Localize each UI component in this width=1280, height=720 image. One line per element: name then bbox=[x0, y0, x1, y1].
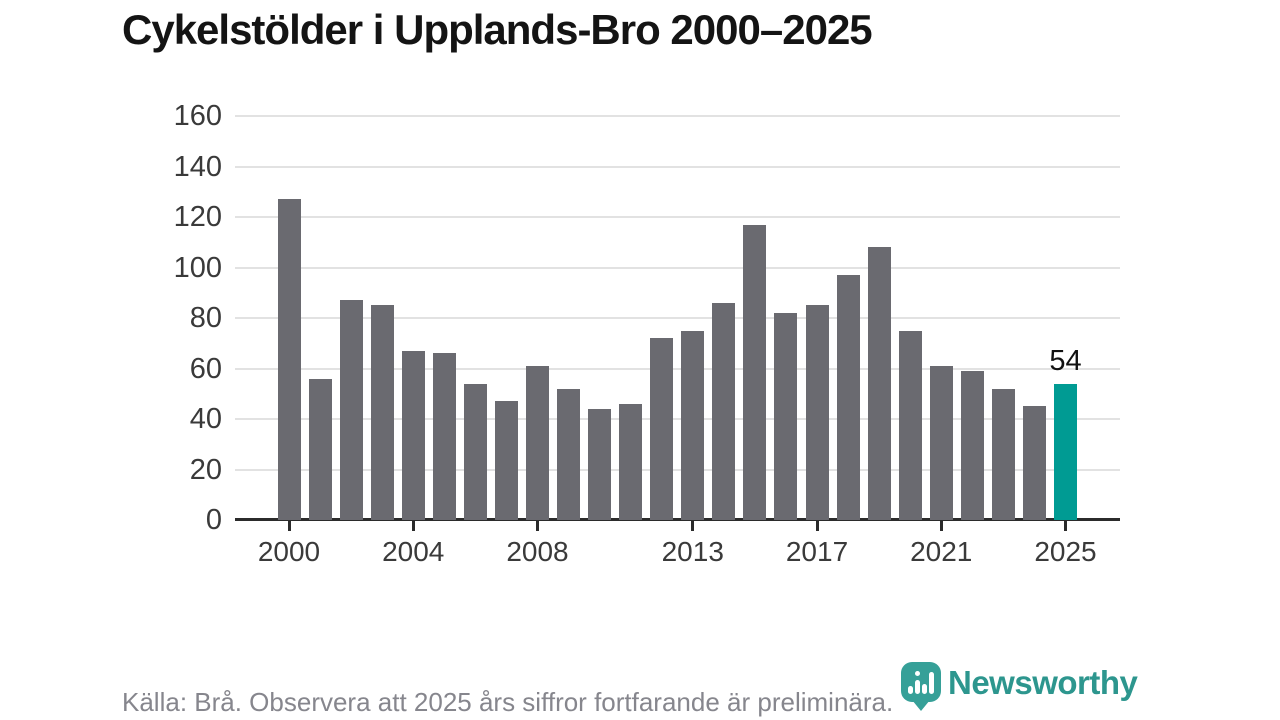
x-axis-tick-label-2013: 2013 bbox=[661, 536, 724, 567]
y-axis-tick-label: 40 bbox=[189, 403, 222, 435]
logo-bar-icon bbox=[929, 672, 934, 694]
x-axis-tick-label-2025: 2025 bbox=[1034, 536, 1097, 567]
logo-bar-icon bbox=[908, 686, 913, 694]
bar-2011 bbox=[619, 403, 643, 520]
logo-dot-icon bbox=[915, 671, 920, 676]
x-axis-tick-2025 bbox=[1064, 521, 1067, 531]
newsworthy-pin-icon bbox=[901, 662, 941, 711]
bar-2010 bbox=[588, 408, 612, 520]
source-note: Källa: Brå. Observera att 2025 års siffr… bbox=[122, 687, 894, 717]
x-axis-line bbox=[235, 518, 1120, 521]
bar-2015 bbox=[743, 224, 767, 520]
bar-2014 bbox=[712, 302, 736, 520]
gridline-y-80 bbox=[235, 317, 1120, 319]
bar-2017 bbox=[805, 305, 829, 520]
logo-bar-icon bbox=[922, 684, 927, 694]
bar-2018 bbox=[836, 275, 860, 520]
bar-2005 bbox=[432, 353, 456, 520]
bar-2004 bbox=[401, 350, 425, 520]
x-axis-tick-2008 bbox=[535, 521, 539, 531]
x-axis-tick-label-2008: 2008 bbox=[506, 536, 569, 567]
bar-2003 bbox=[370, 305, 394, 520]
y-axis-tick-label: 140 bbox=[173, 150, 222, 183]
gridline-y-140 bbox=[235, 165, 1120, 168]
gridline-y-60 bbox=[235, 367, 1120, 370]
bar-2013 bbox=[681, 330, 705, 520]
x-axis-tick-label-2021: 2021 bbox=[910, 536, 973, 567]
x-axis-tick-label-2004: 2004 bbox=[382, 536, 445, 567]
bar-2002 bbox=[339, 300, 363, 520]
y-axis-tick-label: 60 bbox=[189, 352, 222, 385]
x-axis-tick-2000 bbox=[287, 521, 291, 531]
y-axis-tick-label: 100 bbox=[173, 251, 222, 284]
y-axis-tick-label: 20 bbox=[189, 453, 222, 486]
highlight-value-label: 54 bbox=[1049, 344, 1082, 377]
x-axis-tick-2004 bbox=[411, 521, 415, 531]
x-axis-tick-label-2017: 2017 bbox=[785, 536, 849, 567]
x-axis-tick-2013 bbox=[691, 521, 695, 531]
bar-2009 bbox=[557, 388, 581, 520]
bar-2016 bbox=[774, 312, 798, 520]
y-axis-tick-label: 120 bbox=[173, 201, 222, 233]
bar-2023 bbox=[991, 388, 1015, 520]
bar-2008 bbox=[525, 365, 549, 520]
bar-2019 bbox=[867, 247, 891, 520]
x-axis-tick-label-2000: 2000 bbox=[257, 536, 321, 567]
gridline-y-160 bbox=[235, 115, 1120, 117]
page-title: Cykelstölder i Upplands-Bro 2000–2025 bbox=[122, 6, 873, 53]
y-axis-tick-label: 80 bbox=[189, 302, 222, 334]
gridline-y-100 bbox=[235, 266, 1120, 269]
bar-2020 bbox=[898, 330, 922, 520]
bar-2012 bbox=[650, 338, 674, 520]
gridline-y-20 bbox=[235, 468, 1120, 471]
y-axis-tick-label: 160 bbox=[173, 100, 222, 132]
y-axis-tick-label: 0 bbox=[205, 504, 222, 536]
bar-2007 bbox=[494, 401, 518, 520]
newsworthy-logo: Newsworthy bbox=[901, 662, 1138, 711]
bar-2001 bbox=[308, 378, 332, 520]
logo-bar-icon bbox=[915, 680, 920, 694]
bar-2021 bbox=[929, 365, 953, 520]
bar-2006 bbox=[463, 383, 487, 520]
bar-2000 bbox=[277, 199, 301, 520]
bar-2025 bbox=[1054, 383, 1077, 520]
bar-chart-plot-area: 0 20 40 60 80 100 120 140 160 54 2000 2004 2008 2013 2… bbox=[174, 100, 1120, 567]
x-axis-tick-2021 bbox=[939, 521, 943, 531]
logo-pin-tail bbox=[912, 700, 930, 711]
x-axis-tick-2017 bbox=[815, 521, 819, 531]
gridline-y-40 bbox=[235, 418, 1120, 420]
gridline-y-120 bbox=[235, 216, 1120, 218]
newsworthy-wordmark: Newsworthy bbox=[948, 664, 1138, 701]
bar-2022 bbox=[960, 371, 984, 520]
bar-2024 bbox=[1022, 406, 1046, 520]
